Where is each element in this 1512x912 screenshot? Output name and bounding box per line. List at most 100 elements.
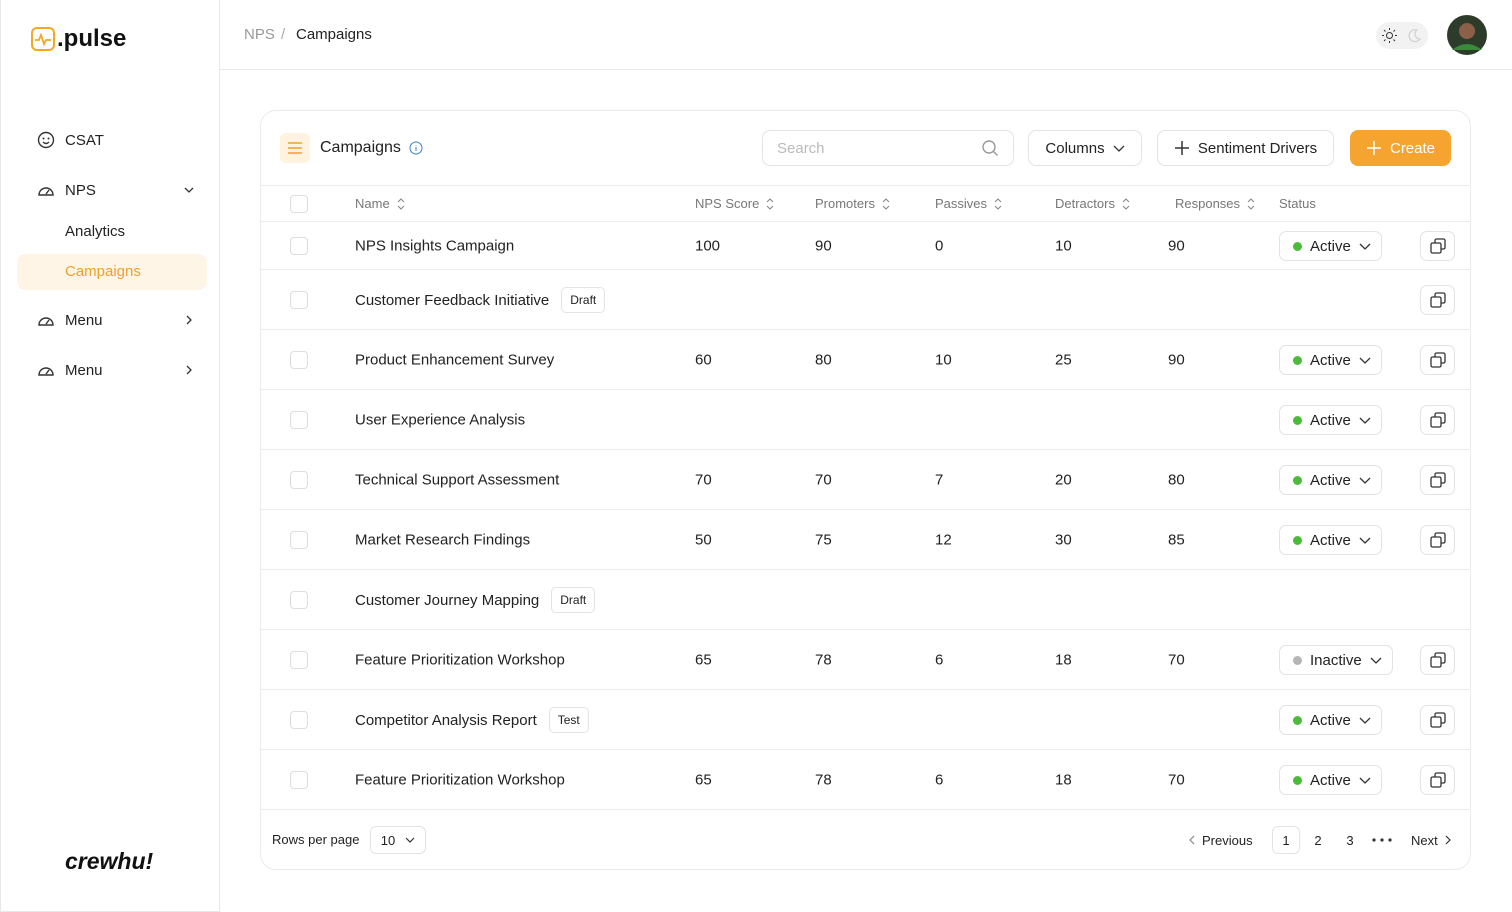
column-label: Name — [355, 196, 390, 211]
metric-value: 30 — [1055, 531, 1072, 549]
nav-subitem[interactable]: Analytics — [65, 223, 126, 240]
label: Next — [1411, 832, 1438, 848]
copy-button[interactable] — [1420, 231, 1455, 261]
column-header[interactable]: Detractors — [1055, 196, 1131, 211]
icon — [38, 317, 54, 326]
name-cell: Competitor Analysis Report Test — [355, 707, 589, 733]
metric-value: 65 — [695, 651, 712, 669]
row-checkbox[interactable] — [290, 531, 308, 549]
row-checkbox[interactable] — [290, 237, 308, 255]
column-header[interactable]: Passives — [935, 196, 1003, 211]
select-all-checkbox[interactable] — [290, 195, 308, 213]
copy-button[interactable] — [1420, 405, 1455, 435]
name-cell: Feature Prioritization Workshop — [355, 772, 565, 789]
create-button[interactable]: Create — [1350, 130, 1451, 166]
copy-button[interactable] — [1420, 285, 1455, 315]
status-select[interactable]: Active — [1279, 465, 1382, 495]
status-select[interactable]: Active — [1279, 705, 1382, 735]
avatar[interactable] — [1446, 14, 1488, 56]
sun-icon — [1382, 28, 1397, 43]
campaign-name[interactable]: Market Research Findings — [355, 531, 531, 549]
metric-value: 85 — [1168, 531, 1185, 549]
column-header[interactable]: Promoters — [815, 196, 891, 211]
status-dot — [1293, 415, 1302, 425]
menu-icon[interactable] — [280, 133, 310, 163]
status-select[interactable]: Active — [1279, 345, 1382, 375]
copy-button[interactable] — [1420, 645, 1455, 675]
row-checkbox[interactable] — [290, 771, 308, 789]
campaign-name[interactable]: Feature Prioritization Workshop — [355, 771, 565, 789]
metric-value: 65 — [695, 771, 712, 789]
status-select[interactable]: Active — [1279, 765, 1382, 795]
campaigns-card — [260, 110, 1471, 870]
metric-value: 10 — [935, 351, 952, 369]
breadcrumb[interactable]: NPS — [244, 26, 275, 43]
column-header[interactable]: NPS Score — [695, 196, 775, 211]
row-checkbox[interactable] — [290, 471, 308, 489]
button-label: Sentiment Drivers — [1197, 139, 1318, 157]
sentiment-drivers-button[interactable]: Sentiment Drivers — [1157, 130, 1334, 166]
copy-button[interactable] — [1420, 345, 1455, 375]
info-icon[interactable] — [409, 141, 423, 155]
ellipsis[interactable] — [1370, 828, 1394, 852]
status-label: Active — [1310, 771, 1351, 789]
status-dot — [1293, 775, 1302, 785]
nav-subitem[interactable]: Campaigns — [65, 263, 141, 280]
previous-button[interactable]: Previous — [1188, 828, 1253, 852]
columns-button[interactable]: Columns — [1028, 130, 1142, 166]
row-checkbox[interactable] — [290, 711, 308, 729]
status-select[interactable]: Inactive — [1279, 645, 1393, 675]
status-label: Active — [1310, 237, 1351, 255]
theme-toggle[interactable] — [1376, 22, 1428, 49]
page-button[interactable]: 3 — [1346, 832, 1354, 848]
icon — [38, 367, 54, 376]
column-label: Passives — [935, 196, 988, 211]
search-input[interactable]: Search — [762, 130, 1014, 166]
status-label: Active — [1310, 471, 1351, 489]
copy-button[interactable] — [1420, 525, 1455, 555]
nav-item[interactable]: NPS — [37, 180, 197, 200]
name-cell: Market Research Findings — [355, 532, 530, 549]
search-icon — [982, 140, 998, 156]
next-button[interactable]: Next — [1411, 828, 1452, 852]
metric-value: 18 — [1055, 771, 1072, 789]
logo-text: .pulse — [57, 25, 127, 52]
row-checkbox[interactable] — [290, 291, 308, 309]
divider — [261, 389, 1470, 390]
name-cell: Technical Support Assessment — [355, 472, 559, 489]
campaign-name[interactable]: Competitor Analysis Report — [355, 711, 537, 729]
nav-item[interactable]: Menu — [37, 310, 197, 330]
campaign-name[interactable]: Customer Journey Mapping — [355, 591, 540, 609]
nav-item[interactable]: CSAT — [37, 130, 104, 150]
row-checkbox[interactable] — [290, 651, 308, 669]
row-checkbox[interactable] — [290, 351, 308, 369]
status-select[interactable]: Active — [1279, 525, 1382, 555]
status-dot — [1293, 475, 1302, 485]
campaign-tag: Test — [548, 707, 589, 733]
campaign-name[interactable]: Feature Prioritization Workshop — [355, 651, 565, 669]
status-label: Inactive — [1310, 651, 1362, 669]
row-checkbox[interactable] — [290, 591, 308, 609]
campaign-name[interactable]: User Experience Analysis — [355, 411, 526, 429]
nav-item[interactable]: Menu — [37, 360, 197, 380]
rows-per-page-select[interactable]: 10 — [370, 826, 426, 854]
campaign-name[interactable]: Customer Feedback Initiative — [355, 291, 550, 309]
chevron — [184, 187, 194, 193]
column-header[interactable]: Name — [355, 196, 406, 211]
campaign-name[interactable]: NPS Insights Campaign — [355, 237, 515, 255]
status-label: Active — [1310, 711, 1351, 729]
page-button[interactable]: 2 — [1314, 832, 1322, 848]
copy-button[interactable] — [1420, 705, 1455, 735]
metric-value: 6 — [935, 651, 944, 669]
page-button[interactable]: 1 — [1272, 826, 1300, 854]
column-header[interactable]: Responses — [1175, 196, 1256, 211]
status-label: Active — [1310, 531, 1351, 549]
campaign-name[interactable]: Technical Support Assessment — [355, 471, 560, 489]
copy-button[interactable] — [1420, 465, 1455, 495]
row-checkbox[interactable] — [290, 411, 308, 429]
campaign-name[interactable]: Product Enhancement Survey — [355, 351, 555, 369]
copy-button[interactable] — [1420, 765, 1455, 795]
status-select[interactable]: Active — [1279, 231, 1382, 261]
metric-value: 50 — [695, 531, 712, 549]
status-select[interactable]: Active — [1279, 405, 1382, 435]
